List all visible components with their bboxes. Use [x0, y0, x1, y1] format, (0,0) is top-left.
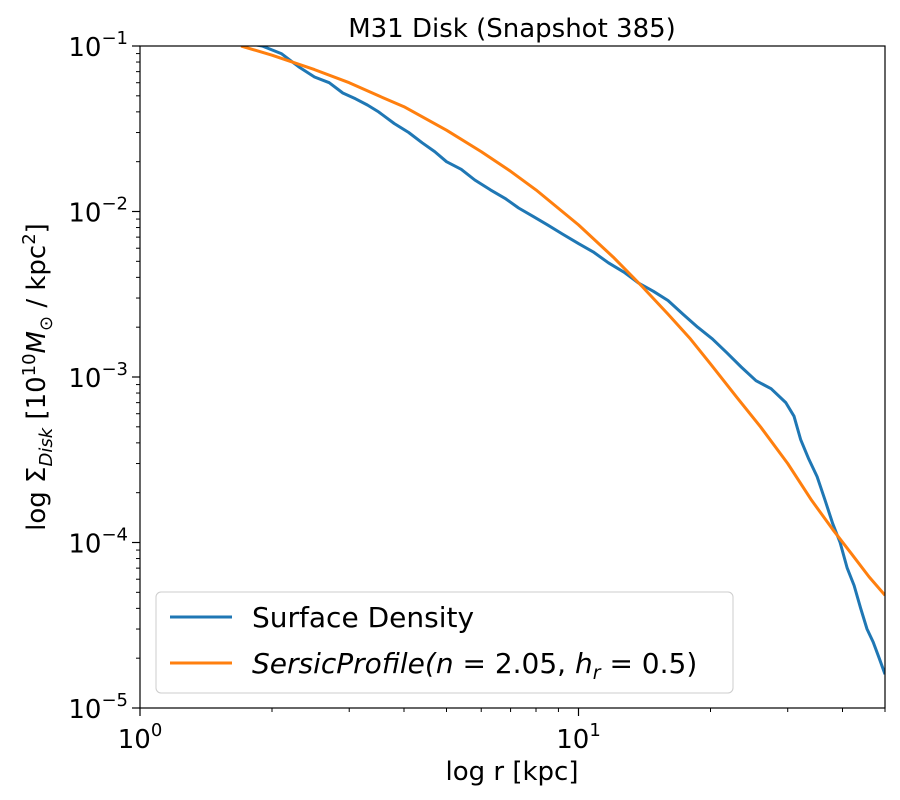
- y-label-sub: Disk: [36, 426, 57, 466]
- legend-sersic-h-sub: r: [593, 662, 602, 684]
- y-label-unit-exp: 10: [19, 353, 40, 376]
- series-line-0: [253, 46, 885, 675]
- legend-label-surface-density: Surface Density: [252, 601, 474, 634]
- x-tick-label-0: 100: [118, 720, 163, 755]
- y-tick-label-1: 10−2: [68, 194, 128, 229]
- y-label-unit-pre: [10: [22, 376, 52, 428]
- legend-label-sersic: SersicProfile(n = 2.05, hr = 0.5): [252, 647, 697, 684]
- y-tick-label-0: 10−1: [68, 28, 128, 63]
- y-label-unit-m: M: [22, 331, 52, 353]
- legend-sersic-n: n: [436, 647, 454, 680]
- legend: Surface Density SersicProfile(n = 2.05, …: [155, 591, 734, 694]
- chart-title: M31 Disk (Snapshot 385): [348, 14, 676, 44]
- series-group: [240, 46, 885, 675]
- x-axis-label: log r [kpc]: [446, 757, 579, 787]
- y-label-unit-sun: ⊙: [36, 316, 57, 331]
- y-tick-label-4: 10−5: [68, 690, 128, 725]
- legend-sersic-h: h: [575, 647, 593, 680]
- ticks-group: 100 101 10−1 10−2 10−3 10−4 10−5: [68, 28, 886, 755]
- x-tick-label-1: 101: [556, 720, 601, 755]
- y-label-unit-exp2: 2: [19, 233, 40, 244]
- y-tick-label-3: 10−4: [68, 525, 128, 560]
- legend-sersic-h-val: = 0.5): [601, 647, 698, 680]
- legend-sersic-n-val: = 2.05,: [454, 647, 575, 680]
- y-label-unit-post: / kpc: [22, 245, 52, 316]
- y-label-base: log Σ: [22, 467, 52, 531]
- legend-box: [155, 591, 734, 694]
- y-label-unit-end: ]: [22, 223, 52, 233]
- y-tick-label-2: 10−3: [68, 359, 128, 394]
- y-axis-label: log ΣDisk [1010M⊙ / kpc2]: [19, 223, 57, 531]
- legend-sersic-pre: SersicProfile(: [252, 647, 437, 680]
- series-line-1: [240, 46, 885, 597]
